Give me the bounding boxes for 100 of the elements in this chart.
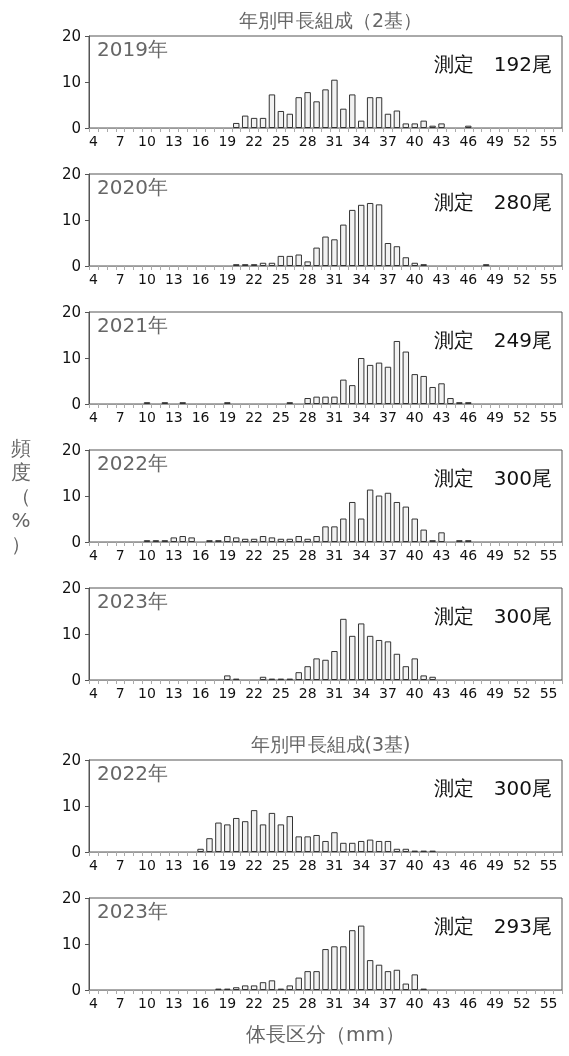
x-tick-label: 55 (539, 409, 558, 425)
bar (349, 842, 356, 852)
bar (313, 834, 320, 852)
x-tick-label: 34 (352, 857, 371, 873)
x-tick-label: 37 (379, 547, 397, 563)
bar (304, 261, 311, 266)
y-tick-label: 20 (61, 889, 81, 907)
bar (402, 666, 410, 680)
bar (393, 110, 401, 128)
y-tick-label: 20 (61, 27, 81, 45)
x-tick-label: 37 (379, 685, 397, 701)
y-tick-label: 20 (61, 579, 81, 597)
x-tick-label: 46 (459, 857, 478, 873)
x-tick-label: 43 (432, 271, 451, 287)
bar (349, 930, 356, 990)
y-tick-label: 20 (61, 751, 81, 769)
bar (375, 840, 383, 852)
bar (250, 985, 258, 990)
x-tick-label: 46 (459, 547, 478, 563)
x-tick-label: 37 (379, 857, 397, 873)
bar (402, 257, 410, 266)
bar (331, 526, 338, 542)
y-tick-label: 0 (71, 257, 81, 275)
bar (375, 362, 383, 404)
bar (384, 971, 392, 990)
bar (331, 651, 338, 680)
x-tick-label: 52 (512, 133, 531, 149)
x-tick-label: 55 (539, 271, 558, 287)
x-tick-label: 40 (405, 409, 424, 425)
x-tick-label: 22 (245, 857, 264, 873)
bar (313, 396, 320, 404)
x-tick-label: 43 (432, 857, 451, 873)
bar (366, 97, 374, 128)
x-tick-label: 7 (115, 409, 125, 425)
bar (277, 255, 285, 266)
bar (411, 262, 418, 266)
y-tick-label: 0 (71, 843, 81, 861)
annotation: 測定 280尾 (433, 190, 553, 214)
x-tick-label: 22 (245, 685, 264, 701)
bar (304, 836, 311, 852)
annotation: 測定 300尾 (433, 604, 553, 628)
x-tick-label: 49 (486, 685, 504, 701)
x-tick-label: 55 (539, 547, 558, 563)
annotation: 測定 249尾 (433, 328, 553, 352)
y-tick-label: 0 (71, 533, 81, 551)
x-tick-label: 13 (164, 685, 183, 701)
bar (304, 538, 311, 542)
x-tick-label: 22 (245, 271, 264, 287)
bar (366, 202, 374, 266)
bar (366, 839, 374, 852)
bar (322, 236, 329, 266)
bar (322, 949, 329, 990)
x-tick-label: 55 (539, 857, 558, 873)
bar (313, 247, 320, 266)
bar (349, 635, 356, 680)
bar (277, 110, 285, 128)
bar (286, 985, 294, 990)
x-tick-label: 10 (138, 271, 156, 287)
x-tick-label: 4 (89, 995, 98, 1011)
bar (322, 659, 329, 680)
annotation: 測定 300尾 (433, 466, 553, 490)
bar (411, 518, 418, 542)
bar (286, 816, 294, 852)
bar (295, 536, 302, 542)
x-tick-label: 4 (89, 133, 98, 149)
x-tick-label: 40 (405, 995, 424, 1011)
x-tick-label: 13 (164, 547, 183, 563)
x-tick-label: 34 (352, 271, 371, 287)
x-tick-label: 4 (89, 409, 98, 425)
bar (259, 262, 267, 266)
bar (179, 536, 186, 542)
bar (438, 532, 445, 542)
x-tick-label: 16 (191, 409, 210, 425)
bar (304, 398, 311, 404)
bar (313, 971, 320, 990)
x-tick-label: 34 (352, 133, 371, 149)
y-tick-label: 20 (61, 441, 81, 459)
x-tick-label: 31 (325, 547, 344, 563)
bar (241, 985, 249, 990)
x-tick-label: 34 (352, 685, 371, 701)
x-tick-label: 52 (512, 271, 531, 287)
x-tick-label: 46 (459, 685, 478, 701)
bar (366, 960, 374, 990)
x-tick-label: 22 (245, 409, 264, 425)
x-tick-label: 40 (405, 133, 424, 149)
bar (402, 983, 410, 990)
y-tick-label: 0 (71, 981, 81, 999)
annotation: 2023年 (97, 899, 168, 923)
x-axis-title: 体長区分（mm） (246, 1022, 405, 1046)
bar (259, 676, 267, 680)
x-tick-label: 52 (512, 995, 531, 1011)
annotation: 2022年 (97, 761, 168, 785)
x-tick-label: 40 (405, 857, 424, 873)
x-tick-label: 49 (486, 271, 504, 287)
x-tick-label: 10 (138, 857, 156, 873)
bar (384, 366, 392, 404)
x-tick-label: 10 (138, 995, 156, 1011)
bar (366, 489, 374, 542)
bar (420, 120, 427, 128)
bar (349, 501, 356, 542)
